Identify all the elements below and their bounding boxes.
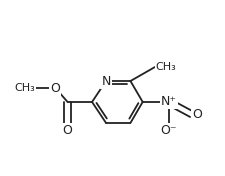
Text: CH₃: CH₃ <box>155 62 176 72</box>
Text: O: O <box>62 124 72 137</box>
Text: CH₃: CH₃ <box>14 83 35 93</box>
Text: O⁻: O⁻ <box>160 124 176 137</box>
Text: O: O <box>192 108 201 121</box>
Text: N⁺: N⁺ <box>160 95 176 108</box>
Text: N: N <box>101 74 110 87</box>
Text: O: O <box>50 81 60 95</box>
